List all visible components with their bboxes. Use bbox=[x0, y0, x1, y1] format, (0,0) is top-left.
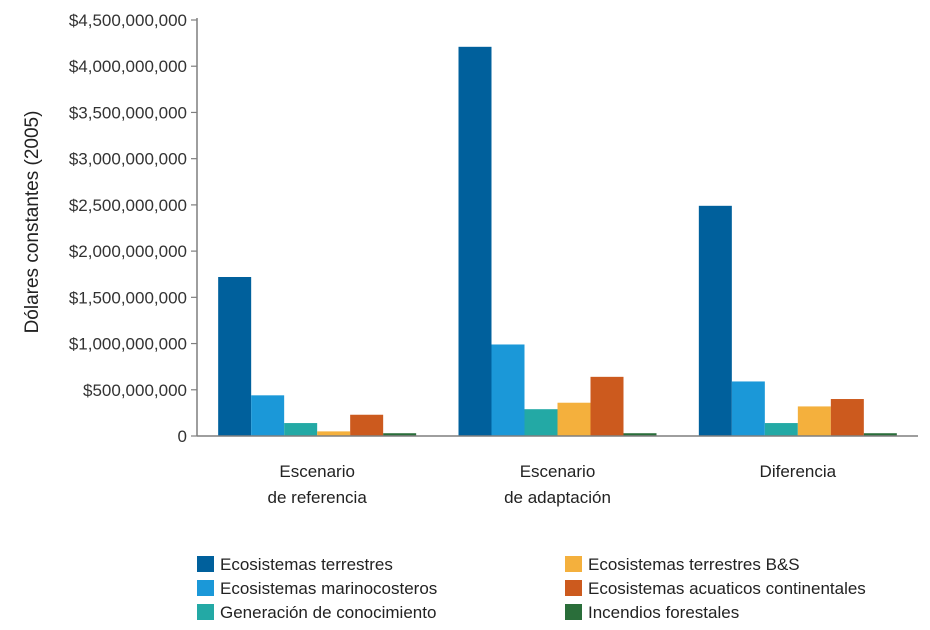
axes bbox=[196, 18, 918, 437]
legend-entry: Ecosistemas terrestres B&S bbox=[588, 555, 800, 574]
bar bbox=[317, 431, 351, 436]
y-axis-ticks: 0 $500,000,000 $1,000,000,000 $1,500,000,00… bbox=[69, 11, 197, 446]
bar bbox=[731, 381, 765, 436]
bar bbox=[764, 423, 798, 436]
bar bbox=[623, 433, 657, 436]
y-tick-label: $3,000,000,000 bbox=[69, 150, 187, 169]
bar bbox=[524, 409, 558, 436]
legend: Ecosistemas terrestres Ecosistemas terres… bbox=[197, 555, 866, 622]
bar bbox=[383, 433, 417, 436]
category-label: Diferencia bbox=[760, 462, 837, 481]
bar bbox=[830, 399, 864, 436]
legend-entry: Generación de conocimiento bbox=[220, 603, 436, 622]
legend-entry: Ecosistemas marinocosteros bbox=[220, 579, 437, 598]
legend-swatch bbox=[197, 556, 214, 572]
y-axis-title-group: Dólares constantes (2005) bbox=[22, 111, 43, 334]
y-tick-label: $2,000,000,000 bbox=[69, 242, 187, 261]
bar bbox=[284, 423, 318, 436]
y-tick-label: $4,000,000,000 bbox=[69, 57, 187, 76]
legend-swatch bbox=[565, 556, 582, 572]
y-tick-label: $500,000,000 bbox=[83, 381, 187, 400]
bar bbox=[590, 376, 624, 436]
y-tick-label: $3,500,000,000 bbox=[69, 103, 187, 122]
bar bbox=[797, 406, 831, 436]
bar bbox=[863, 433, 897, 436]
y-tick-label: 0 bbox=[178, 427, 187, 446]
legend-swatch bbox=[197, 580, 214, 596]
bar bbox=[698, 205, 732, 436]
category-label: Escenario de adaptación bbox=[504, 462, 611, 507]
y-tick-label: $2,500,000,000 bbox=[69, 196, 187, 215]
bar bbox=[350, 414, 384, 436]
y-axis-title: Dólares constantes (2005) bbox=[22, 111, 43, 334]
legend-entry: Ecosistemas terrestres bbox=[220, 555, 393, 574]
category-labels: Escenario de referencia Escenario de adapta… bbox=[268, 462, 837, 507]
legend-swatch bbox=[197, 604, 214, 620]
bar bbox=[458, 46, 492, 436]
category-label: Escenario de referencia bbox=[268, 462, 368, 507]
legend-entry: Ecosistemas acuaticos continentales bbox=[588, 579, 866, 598]
bar bbox=[557, 402, 591, 436]
bar bbox=[491, 344, 525, 436]
y-tick-label: $1,500,000,000 bbox=[69, 288, 187, 307]
y-tick-label: $4,500,000,000 bbox=[69, 11, 187, 30]
legend-entry: Incendios forestales bbox=[588, 603, 739, 622]
bar bbox=[251, 395, 285, 436]
bar bbox=[218, 276, 252, 436]
y-tick-label: $1,000,000,000 bbox=[69, 335, 187, 354]
legend-swatch bbox=[565, 580, 582, 596]
legend-swatch bbox=[565, 604, 582, 620]
bars bbox=[218, 46, 897, 436]
